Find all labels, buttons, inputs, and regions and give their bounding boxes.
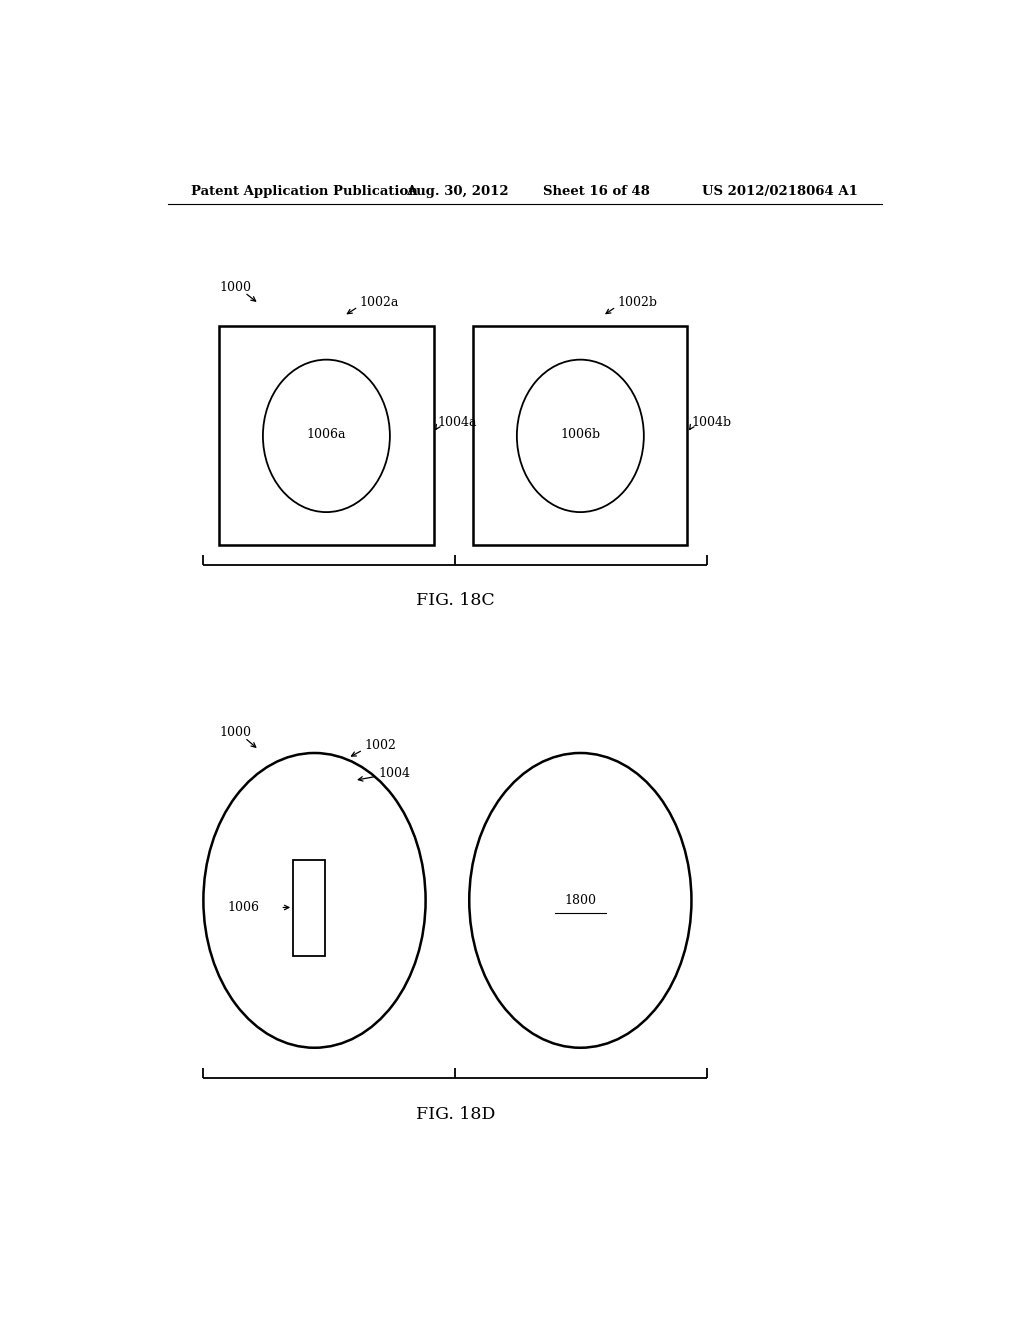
- Text: FIG. 18C: FIG. 18C: [416, 593, 495, 610]
- Text: 1002b: 1002b: [617, 296, 657, 309]
- Text: Aug. 30, 2012: Aug. 30, 2012: [407, 185, 509, 198]
- Ellipse shape: [517, 359, 644, 512]
- Text: 1800: 1800: [564, 894, 596, 907]
- Ellipse shape: [263, 359, 390, 512]
- Bar: [219, 326, 433, 545]
- Text: Sheet 16 of 48: Sheet 16 of 48: [543, 185, 649, 198]
- Text: 1000: 1000: [219, 281, 251, 294]
- Text: Patent Application Publication: Patent Application Publication: [191, 185, 418, 198]
- Text: FIG. 18D: FIG. 18D: [416, 1106, 495, 1123]
- Ellipse shape: [469, 752, 691, 1048]
- Text: US 2012/0218064 A1: US 2012/0218064 A1: [702, 185, 858, 198]
- Text: 1004: 1004: [378, 767, 410, 780]
- Text: 1000: 1000: [219, 726, 251, 739]
- Text: 1002: 1002: [365, 739, 396, 752]
- Bar: [473, 326, 687, 545]
- Bar: [293, 859, 325, 956]
- Text: 1006b: 1006b: [560, 429, 600, 441]
- Text: 1006: 1006: [227, 902, 259, 913]
- Ellipse shape: [204, 752, 426, 1048]
- Text: 1004a: 1004a: [437, 416, 477, 429]
- Text: 1006a: 1006a: [306, 429, 346, 441]
- Text: 1002a: 1002a: [359, 296, 399, 309]
- Text: 1004b: 1004b: [691, 416, 731, 429]
